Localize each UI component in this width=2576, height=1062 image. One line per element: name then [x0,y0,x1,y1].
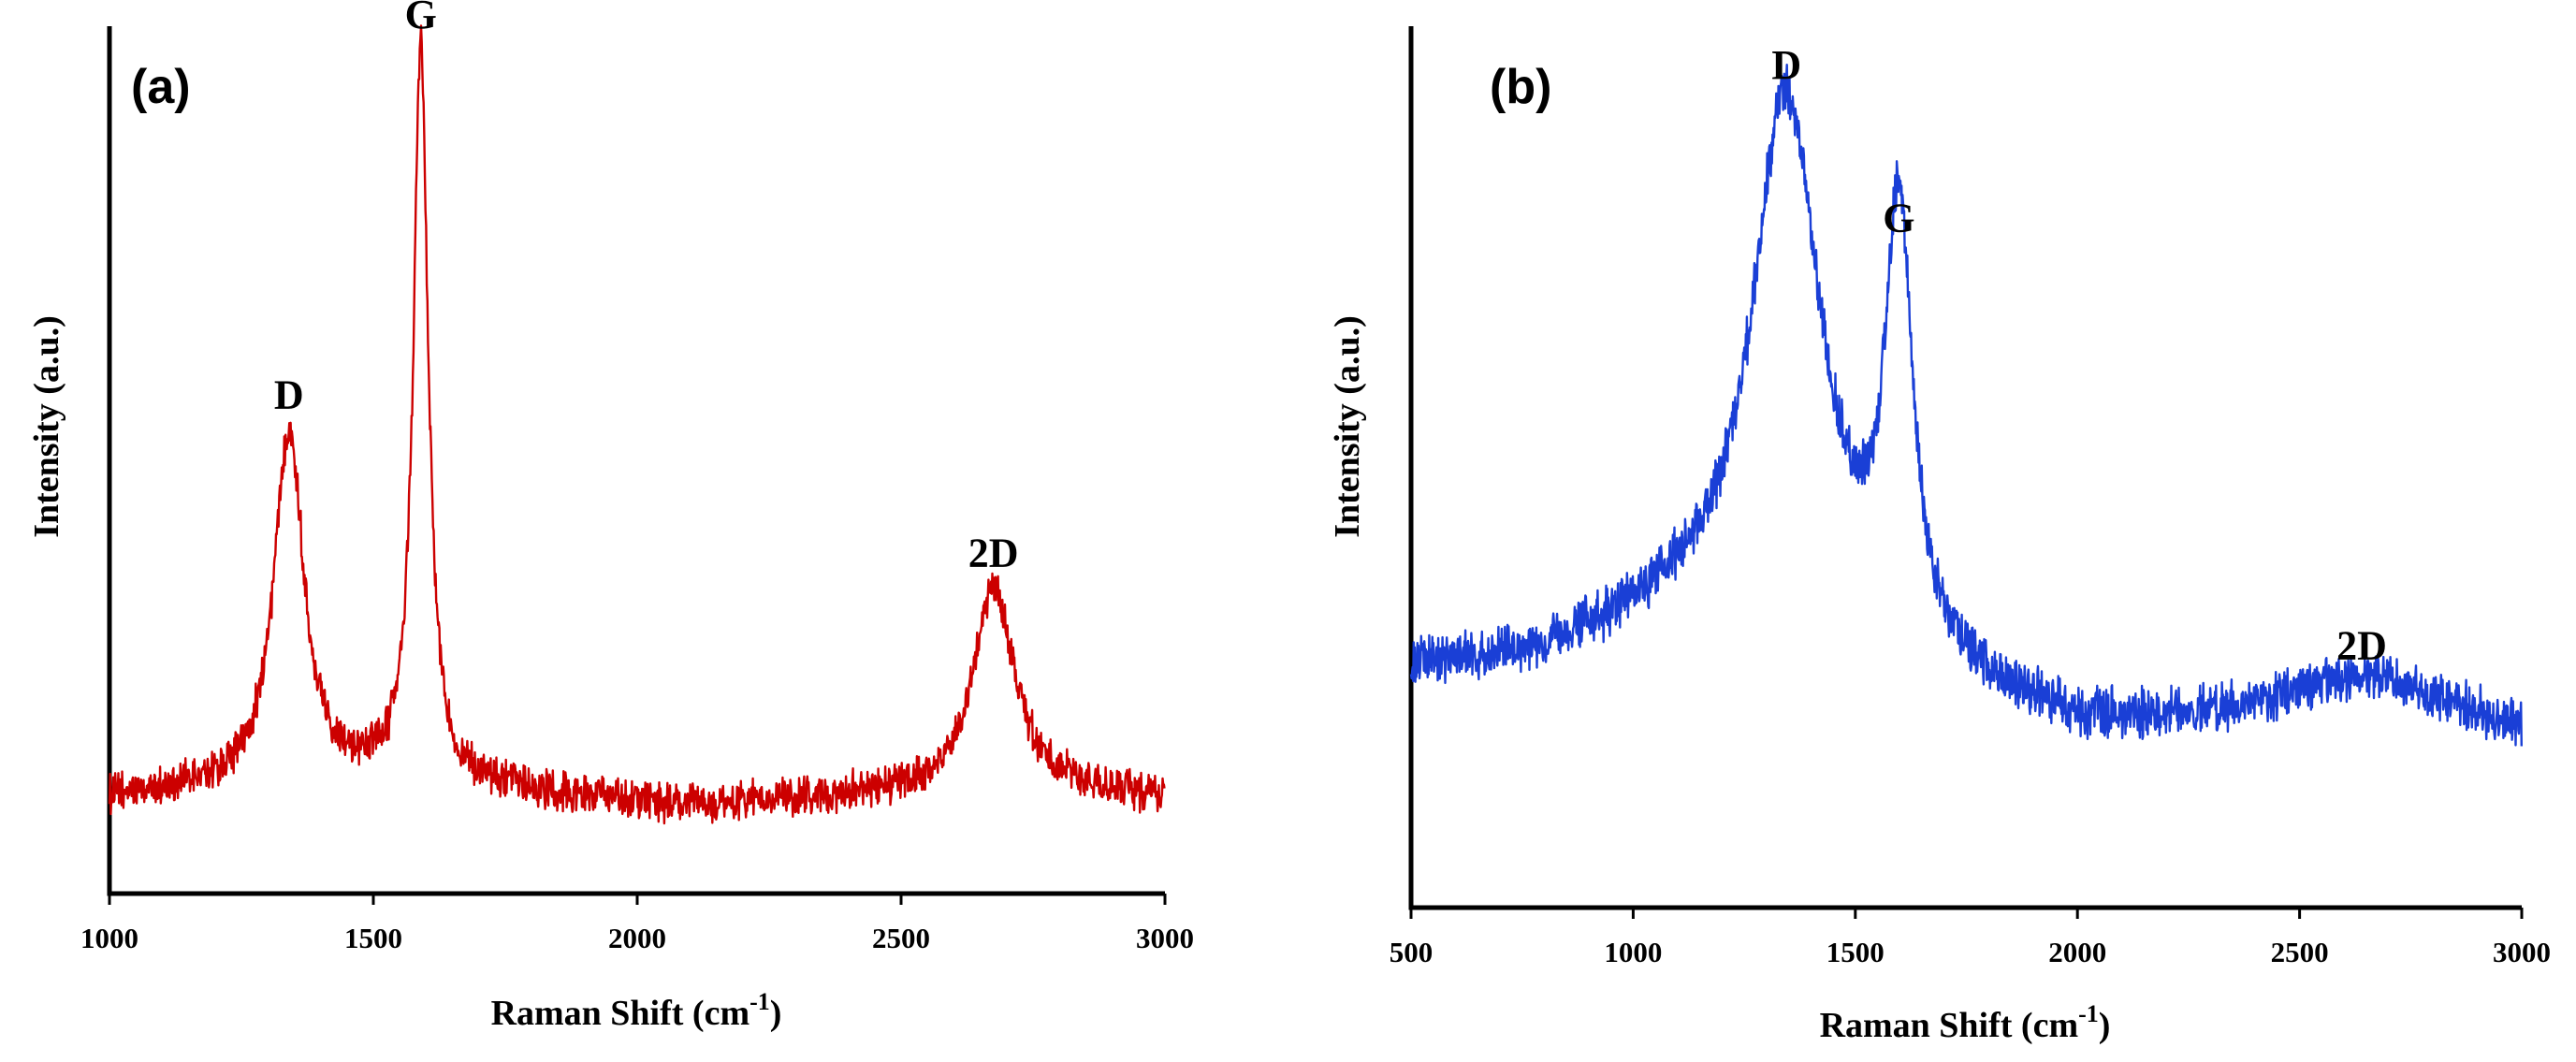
panel-b-y-axis-label: Intensity (a.u.) [1328,315,1367,538]
panel-a-peak-label-2d: 2D [968,530,1019,575]
panel-b-peak-labels: D G 2D [1771,42,2387,669]
panel-b-axes [1408,26,2522,910]
panel-b: (b) 500 1000 1500 2000 2500 3000 Raman Shift … [1328,26,2551,1045]
panel-a-peak-labels: D G 2D [274,0,1019,575]
panel-b-x-tick-label: 2000 [2048,936,2106,968]
panel-b-x-tick-label: 2500 [2271,936,2329,968]
panel-a-x-tick-label: 1500 [344,922,402,954]
panel-a-x-ticks: 1000 1500 2000 2500 3000 [80,894,1194,954]
panel-b-spectrum-line [1409,64,2523,747]
panel-a-x-tick-label: 1000 [80,922,138,954]
panel-b-peak-label-g: G [1883,196,1914,241]
panel-b-peak-label-2d: 2D [2336,622,2387,668]
panel-a-x-tick-label: 2500 [872,922,930,954]
panel-b-x-axis-label: Raman Shift (cm-1) [1820,1000,2111,1045]
panel-a-x-axis-label: Raman Shift (cm-1) [491,988,782,1033]
panel-a-y-axis-label: Intensity (a.u.) [27,315,66,538]
panel-a-x-tick-label: 3000 [1136,922,1194,954]
panel-b-x-tick-label: 3000 [2493,936,2551,968]
panel-a: (a) 1000 1500 2000 2500 3000 Raman Shift (cm… [27,0,1194,1033]
panel-a-peak-label-d: D [274,371,304,417]
panel-b-x-tick-label: 1500 [1826,936,1885,968]
panel-a-spectrum-line [108,24,1166,825]
panel-b-label: (b) [1490,60,1551,114]
panel-b-x-tick-label: 1000 [1604,936,1662,968]
panel-b-x-ticks: 500 1000 1500 2000 2500 3000 [1390,908,2551,968]
panel-a-peak-label-g: G [405,0,437,37]
panel-a-axes [107,26,1165,896]
panel-a-label: (a) [131,60,191,114]
panel-b-peak-label-d: D [1771,42,1801,88]
panel-b-x-tick-label: 500 [1390,936,1434,968]
panel-a-x-tick-label: 2000 [608,922,666,954]
